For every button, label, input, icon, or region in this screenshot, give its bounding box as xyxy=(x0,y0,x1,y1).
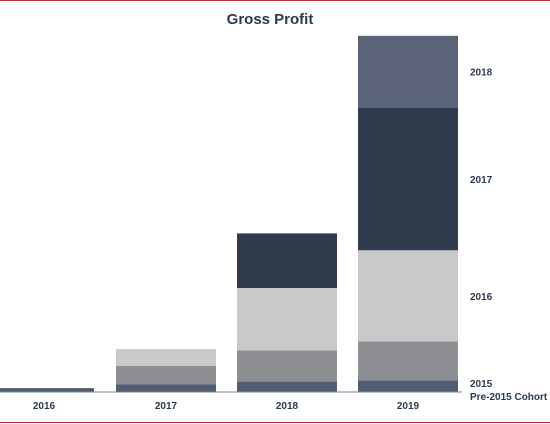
bar-segment-2017-2016 xyxy=(116,349,216,366)
segment-label-2016: 2016 xyxy=(470,292,493,303)
bar-segment-2018-2015 xyxy=(237,350,337,382)
segment-label-2015: 2015 xyxy=(470,379,493,390)
bar-segment-2019-2016 xyxy=(358,250,458,342)
segment-label-2018: 2018 xyxy=(470,68,493,79)
bar-segment-2019-pre-2015-cohort xyxy=(358,380,458,392)
bar-segment-2017-pre-2015-cohort xyxy=(116,384,216,392)
bar-segment-2016-pre-2015-cohort xyxy=(0,388,94,392)
bar-segment-2019-2017 xyxy=(358,107,458,251)
chart-title: Gross Profit xyxy=(226,11,314,28)
x-tick-label-2016: 2016 xyxy=(33,401,56,412)
bar-segment-2018-pre-2015-cohort xyxy=(237,381,337,392)
x-tick-label-2017: 2017 xyxy=(155,401,178,412)
x-tick-label-2019: 2019 xyxy=(397,401,420,412)
bar-segment-2019-2018 xyxy=(358,35,458,108)
segment-label-2017: 2017 xyxy=(470,175,493,186)
x-tick-label-2018: 2018 xyxy=(276,401,299,412)
bar-segment-2017-2015 xyxy=(116,366,216,385)
segment-label-pre-2015-cohort: Pre-2015 Cohort xyxy=(470,392,548,403)
bar-segment-2018-2017 xyxy=(237,233,337,288)
bar-segment-2018-2016 xyxy=(237,288,337,351)
bar-segment-2019-2015 xyxy=(358,341,458,381)
